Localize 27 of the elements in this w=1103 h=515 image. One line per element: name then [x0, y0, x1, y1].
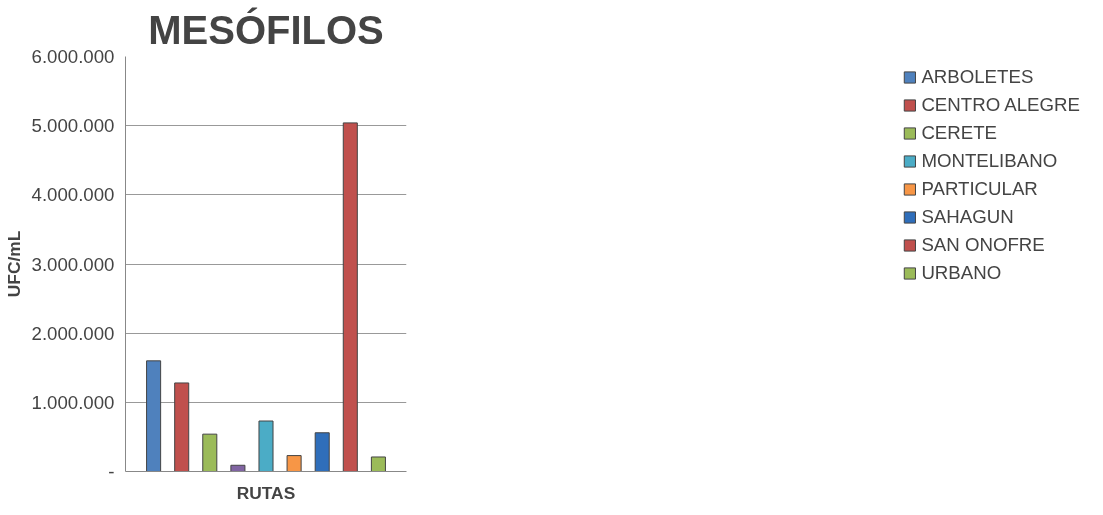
bar: [286, 455, 302, 472]
legend-label: SAHAGUN: [921, 206, 1014, 228]
bar: [174, 382, 190, 472]
legend-label: MONTELIBANO: [921, 150, 1058, 172]
y-tick-label: 5.000.000: [31, 115, 115, 137]
bar: [146, 360, 162, 472]
y-tick-label: 1.000.000: [31, 391, 115, 413]
y-axis-title: UFC/mL: [3, 230, 24, 298]
y-tick-label: 3.000.000: [31, 253, 115, 275]
y-tick-label: 4.000.000: [31, 184, 115, 206]
y-tick-label: -: [108, 461, 115, 482]
bar: [202, 433, 218, 472]
bar: [230, 464, 246, 472]
legend-label: SAN ONOFRE: [921, 234, 1045, 256]
bar: [342, 122, 358, 472]
bar: [370, 456, 386, 472]
y-tick-label: 6.000.000: [31, 46, 115, 67]
y-tick-label: 2.000.000: [31, 322, 115, 344]
x-axis-title: RUTAS: [236, 482, 296, 503]
bar: [314, 432, 330, 472]
legend-label: CERETE: [921, 122, 998, 144]
legend-label: CENTRO ALEGRE: [921, 94, 1080, 116]
legend-label: ARBOLETES: [921, 66, 1034, 88]
legend-label: PARTICULAR: [921, 178, 1038, 200]
bar: [258, 420, 274, 472]
chart-title: MESÓFILOS: [148, 6, 384, 52]
legend-label: URBANO: [921, 262, 1002, 284]
